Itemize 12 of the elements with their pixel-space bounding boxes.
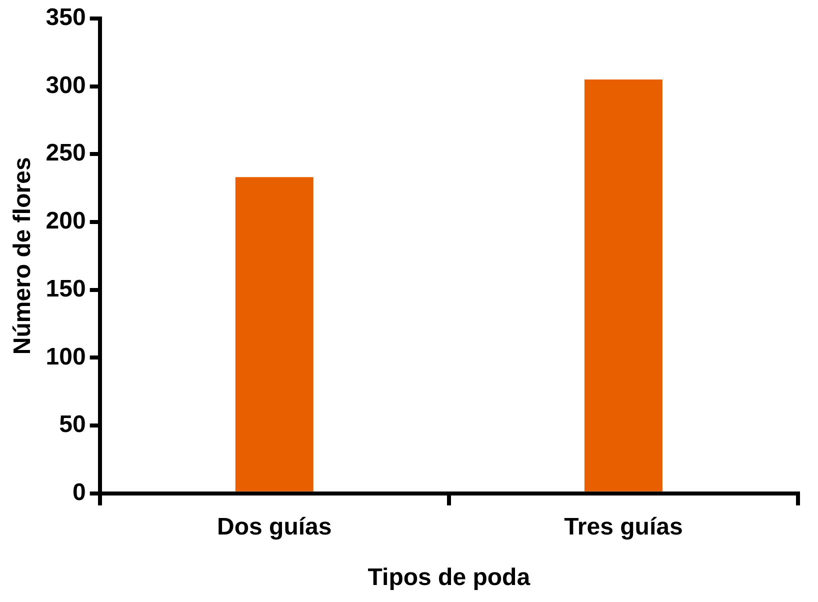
y-tick-label: 200 bbox=[46, 208, 86, 235]
y-axis-title: Número de flores bbox=[9, 157, 36, 355]
x-axis-title: Tipos de poda bbox=[368, 564, 531, 592]
y-tick-label: 250 bbox=[46, 140, 86, 167]
y-tick-label: 50 bbox=[59, 411, 86, 438]
y-tick-label: 0 bbox=[72, 479, 86, 506]
x-tick-label: Dos guías bbox=[217, 513, 332, 540]
y-tick-label: 350 bbox=[46, 4, 86, 32]
y-tick-label: 150 bbox=[46, 275, 86, 302]
y-tick-label: 300 bbox=[46, 72, 86, 99]
y-tick-label: 100 bbox=[46, 343, 86, 370]
x-tick-label: Tres guías bbox=[564, 513, 683, 540]
